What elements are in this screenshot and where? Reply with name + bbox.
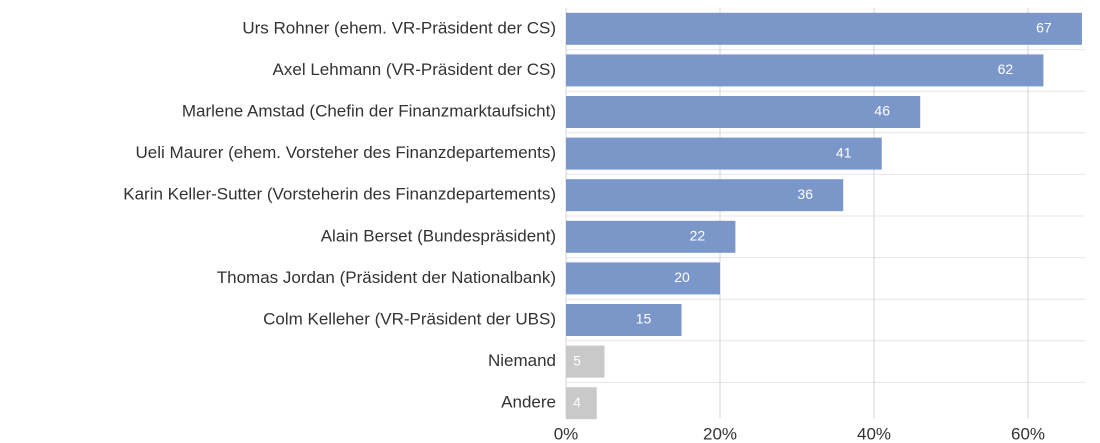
bar (566, 179, 844, 212)
bar (566, 262, 721, 295)
bar (566, 387, 597, 420)
category-label: Andere (501, 393, 556, 412)
bar (566, 137, 882, 170)
category-label: Karin Keller-Sutter (Vorsteherin des Fin… (123, 185, 556, 204)
value-label: 20 (674, 269, 690, 285)
category-label: Ueli Maurer (ehem. Vorsteher des Finanzd… (136, 143, 556, 162)
x-tick-label: 20% (703, 424, 737, 443)
category-label: Axel Lehmann (VR-Präsident der CS) (273, 60, 556, 79)
category-label: Thomas Jordan (Präsident der Nationalban… (217, 268, 556, 287)
value-label: 41 (836, 144, 852, 160)
category-label: Colm Kelleher (VR-Präsident der UBS) (263, 309, 556, 328)
value-label: 22 (690, 228, 706, 244)
value-label: 5 (573, 352, 581, 368)
category-label: Niemand (488, 351, 556, 370)
x-tick-label: 0% (554, 424, 579, 443)
x-tick-label: 60% (1011, 424, 1045, 443)
value-label: 36 (797, 186, 813, 202)
x-tick-label: 40% (857, 424, 891, 443)
value-label: 62 (998, 61, 1014, 77)
value-label: 46 (874, 103, 890, 119)
value-label: 4 (573, 394, 581, 410)
value-label: 67 (1036, 20, 1052, 36)
bar (566, 304, 682, 336)
bar (566, 12, 1082, 45)
bar (566, 54, 1044, 87)
value-label: 15 (636, 311, 652, 327)
category-label: Urs Rohner (ehem. VR-Präsident der CS) (242, 18, 556, 37)
bar (566, 96, 921, 128)
bar (566, 345, 605, 378)
category-label: Marlene Amstad (Chefin der Finanzmarktau… (182, 101, 556, 120)
category-label: Alain Berset (Bundespräsident) (321, 226, 556, 245)
bar (566, 220, 736, 253)
